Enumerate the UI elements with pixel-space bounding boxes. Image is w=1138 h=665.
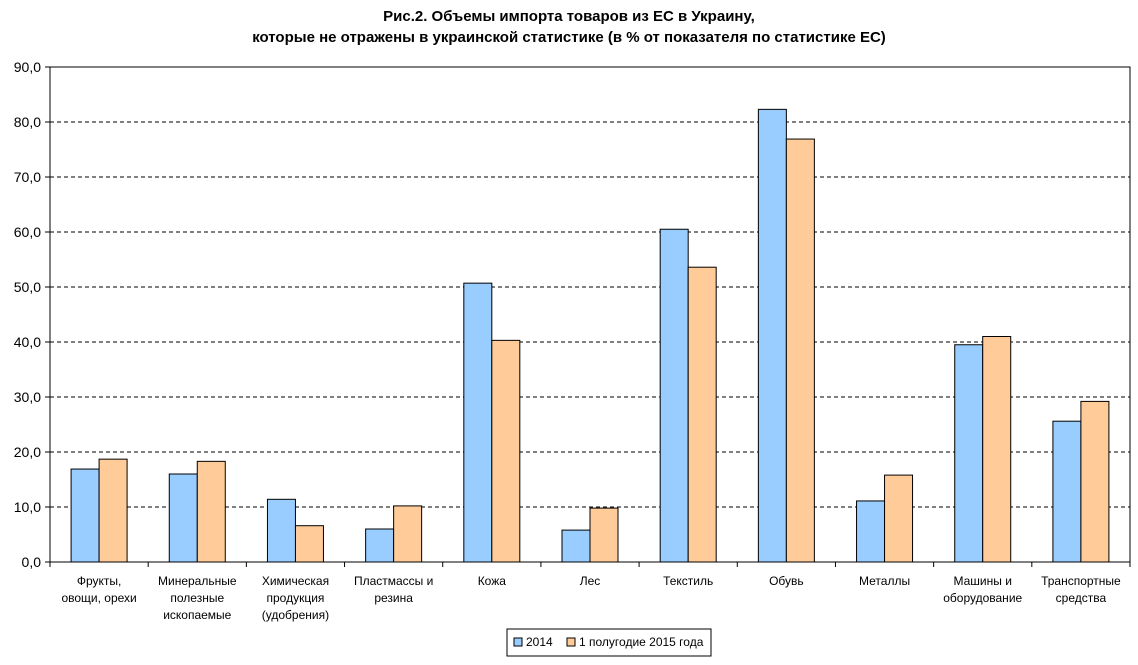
bar-series-1: [561, 529, 591, 563]
x-category-label-line: Фрукты,: [77, 574, 122, 588]
y-tick-label: 40,0: [14, 334, 41, 350]
chart-title: Рис.2. Объемы импорта товаров из ЕС в Ук…: [0, 6, 1138, 48]
y-tick-label: 20,0: [14, 444, 41, 460]
x-category-label-line: Минеральные: [158, 574, 237, 588]
x-category-label: Минеральные полезные ископаемые: [158, 574, 237, 622]
x-category-label-line: Обувь: [769, 574, 804, 588]
plot-area-border: [49, 66, 1131, 563]
x-category-label: Обувь: [769, 574, 804, 588]
bar-series-2: [294, 525, 324, 563]
x-category-label-line: Металлы: [859, 574, 910, 588]
y-tick-label: 60,0: [14, 224, 41, 240]
bar-series-1: [659, 228, 689, 563]
bar-series-1: [365, 528, 395, 563]
y-tick-label: 50,0: [14, 279, 41, 295]
x-category-label-line: Транспортные: [1041, 574, 1121, 588]
x-category-label: Текстиль: [663, 574, 713, 588]
bar-series-2: [1080, 400, 1110, 563]
bar-series-1: [856, 500, 886, 563]
legend-swatch: [513, 637, 523, 647]
bars: [70, 108, 1110, 563]
x-category-label-line: овощи, орехи: [61, 591, 136, 605]
legend: 2014 1 полугодие 2015 года: [506, 628, 712, 657]
legend-label: 1 полугодие 2015 года: [579, 635, 704, 649]
chart-title-line-1: Рис.2. Объемы импорта товаров из ЕС в Ук…: [383, 8, 755, 25]
y-tick-labels: 0,0 10,0 20,0 30,0 40,0 50,0 60,0 70,0 80,0 90,0: [14, 59, 41, 570]
bar-series-2: [982, 336, 1012, 563]
bar-series-2: [884, 474, 914, 563]
x-category-label-line: Химическая: [262, 574, 329, 588]
y-tick-label: 30,0: [14, 389, 41, 405]
x-category-label-line: оборудование: [943, 591, 1022, 605]
bar-series-2: [785, 138, 815, 563]
y-tick-label: 0,0: [22, 554, 42, 570]
y-tick-label: 70,0: [14, 169, 41, 185]
bar-series-1: [463, 282, 493, 563]
x-category-label-line: Текстиль: [663, 574, 713, 588]
x-category-label-line: резина: [374, 591, 413, 605]
x-category-label: Кожа: [478, 574, 507, 588]
x-category-label-line: ископаемые: [163, 608, 231, 622]
bar-series-1: [168, 473, 198, 563]
x-category-label-line: полезные: [170, 591, 224, 605]
axes: [45, 66, 1131, 567]
chart-title-line-2: которые не отражены в украинской статист…: [252, 29, 886, 46]
bar-series-2: [196, 460, 226, 563]
legend-label: 2014: [526, 635, 553, 649]
x-category-label-line: Пластмассы и: [354, 574, 433, 588]
bar-series-1: [954, 344, 984, 563]
x-category-label-line: Лес: [580, 574, 601, 588]
y-tick-label: 90,0: [14, 59, 41, 75]
bar-series-1: [1052, 420, 1082, 563]
legend-swatch: [566, 637, 576, 647]
x-category-label-line: Кожа: [478, 574, 507, 588]
x-category-label: Металлы: [859, 574, 910, 588]
y-tick-label: 80,0: [14, 114, 41, 130]
x-category-labels: Фрукты, овощи, орехи Минеральные полезные ис…: [61, 574, 1121, 622]
bar-series-2: [98, 458, 128, 563]
bar-series-1: [266, 498, 296, 563]
x-category-label: Пластмассы и резина: [354, 574, 433, 605]
legend-box: [506, 628, 712, 657]
x-category-label: Химическая продукция (удобрения): [262, 574, 329, 622]
bar-series-1: [70, 468, 100, 563]
x-category-label-line: (удобрения): [262, 608, 329, 622]
x-category-label-line: средства: [1056, 591, 1107, 605]
x-category-label: Лес: [580, 574, 601, 588]
x-category-label-line: продукция: [266, 591, 324, 605]
bar-series-2: [491, 339, 521, 563]
bar-series-2: [589, 507, 619, 563]
x-category-label: Фрукты, овощи, орехи: [61, 574, 136, 605]
bar-series-1: [757, 108, 787, 563]
bar-series-2: [687, 266, 717, 563]
x-category-label: Машины и оборудование: [943, 574, 1022, 605]
bar-series-2: [393, 505, 423, 563]
x-category-label: Транспортные средства: [1041, 574, 1121, 605]
x-category-label-line: Машины и: [954, 574, 1012, 588]
y-tick-label: 10,0: [14, 499, 41, 515]
